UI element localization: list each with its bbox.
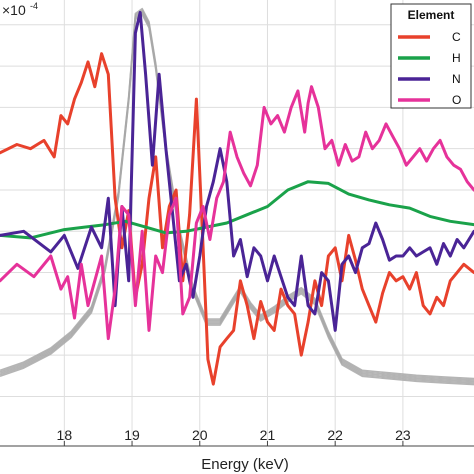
x-tick-label: 23 [395,427,411,443]
legend-label-N: N [452,72,461,86]
background-curve-line [0,13,474,386]
x-tick-label: 18 [57,427,73,443]
legend-label-O: O [452,93,461,107]
series-lines [0,10,474,386]
legend-title: Element [408,8,455,22]
legend-label-C: C [452,30,461,44]
x-axis-label: Energy (keV) [201,456,289,473]
y-exponent-base: ×10 [2,2,26,18]
x-tick-label: 19 [124,427,140,443]
legend-box [390,3,472,109]
background-curve [0,7,474,386]
series-line-H [0,180,474,240]
series-line-O [0,85,474,341]
legend-label-H: H [452,51,461,65]
y-exponent-power: -4 [30,1,38,11]
x-tick-label: 21 [260,427,276,443]
x-tick-label: 20 [192,427,208,443]
x-tick-label: 22 [327,427,343,443]
series-line-C [0,52,474,386]
x-tick-labels: 18 19 20 21 22 23 [57,427,411,446]
y-exponent: ×10 -4 [2,1,38,18]
